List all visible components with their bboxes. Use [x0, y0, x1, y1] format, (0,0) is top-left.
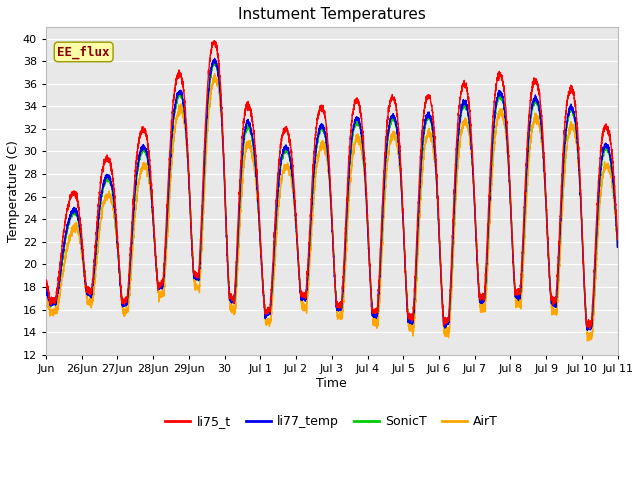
Y-axis label: Temperature (C): Temperature (C)	[7, 140, 20, 242]
Title: Instument Temperatures: Instument Temperatures	[238, 7, 426, 22]
Text: EE_flux: EE_flux	[58, 45, 110, 59]
X-axis label: Time: Time	[316, 377, 347, 390]
Legend: li75_t, li77_temp, SonicT, AirT: li75_t, li77_temp, SonicT, AirT	[161, 410, 503, 433]
